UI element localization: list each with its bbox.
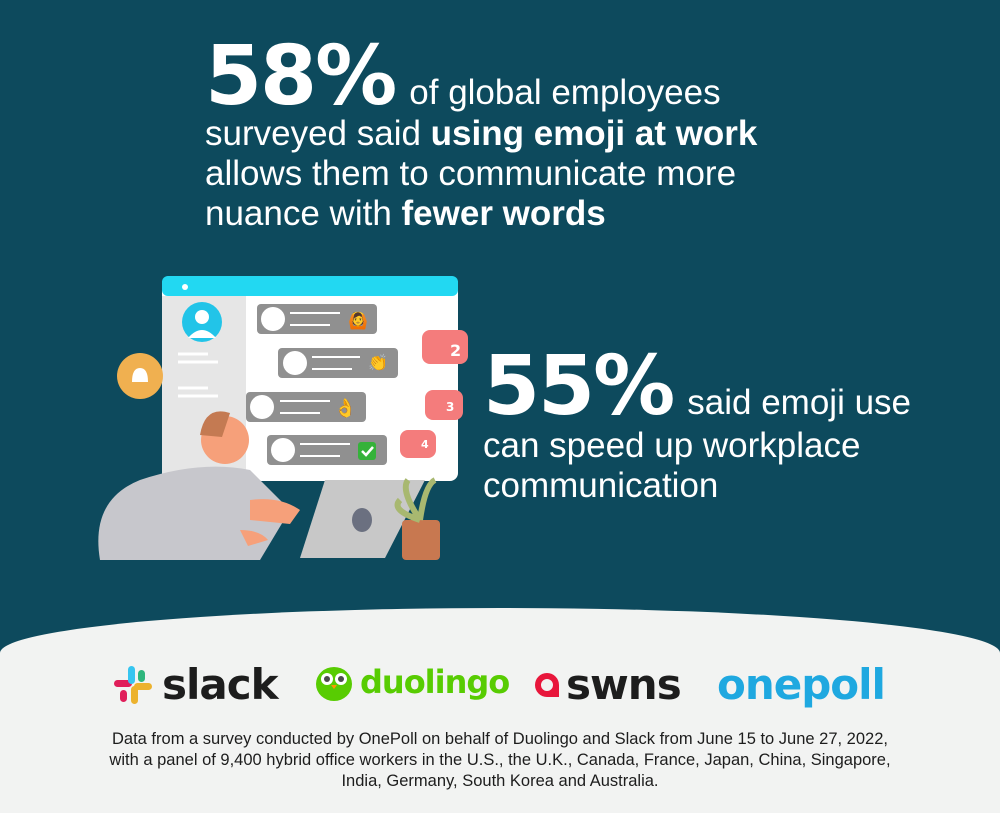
stat1-bold: using emoji at work <box>430 114 758 153</box>
mail-badge-icon <box>400 330 468 458</box>
swns-wordmark: swns <box>566 660 682 709</box>
checkmark-icon <box>358 442 376 460</box>
illustration-person-at-computer: 🙆 👏 👌 2 3 4 <box>98 276 468 560</box>
badge-count: 4 <box>421 438 429 451</box>
svg-text:🙆: 🙆 <box>348 311 368 330</box>
badge-count: 2 <box>450 341 461 360</box>
svg-text:👌: 👌 <box>334 398 356 418</box>
partner-logos: slack duolingo swns onepoll <box>0 660 1000 710</box>
chat-bubble <box>246 304 398 465</box>
duolingo-wordmark: duolingo <box>360 663 510 701</box>
duolingo-logo: duolingo <box>312 660 510 704</box>
stat1-text: of global employees surveyed said <box>205 73 721 153</box>
slack-icon <box>114 665 152 704</box>
stat2-percent: 55% <box>483 339 675 434</box>
onepoll-logo: onepoll <box>717 660 886 709</box>
stat-55-percent: 55% said emoji use can speed up workplace… <box>483 346 943 506</box>
stat-58-percent: 58% of global employees surveyed said usi… <box>205 36 845 234</box>
stat1-text2: allows them to communicate more nuance w… <box>205 154 737 233</box>
stat1-percent: 58% <box>205 29 397 124</box>
svg-text:👏: 👏 <box>368 353 388 372</box>
duolingo-owl-icon <box>316 667 352 701</box>
stat2-text: said emoji use can speed up workplace co… <box>483 383 912 505</box>
slack-logo: slack <box>112 660 279 709</box>
badge-count: 3 <box>446 400 454 414</box>
footer-panel <box>0 608 1000 813</box>
slack-wordmark: slack <box>162 660 279 709</box>
onepoll-wordmark: onepoll <box>717 660 886 709</box>
stat1-bold2: fewer words <box>401 194 606 233</box>
footnote: Data from a survey conducted by OnePoll … <box>109 730 891 790</box>
swns-icon <box>535 672 559 697</box>
swns-logo: swns <box>532 660 682 709</box>
